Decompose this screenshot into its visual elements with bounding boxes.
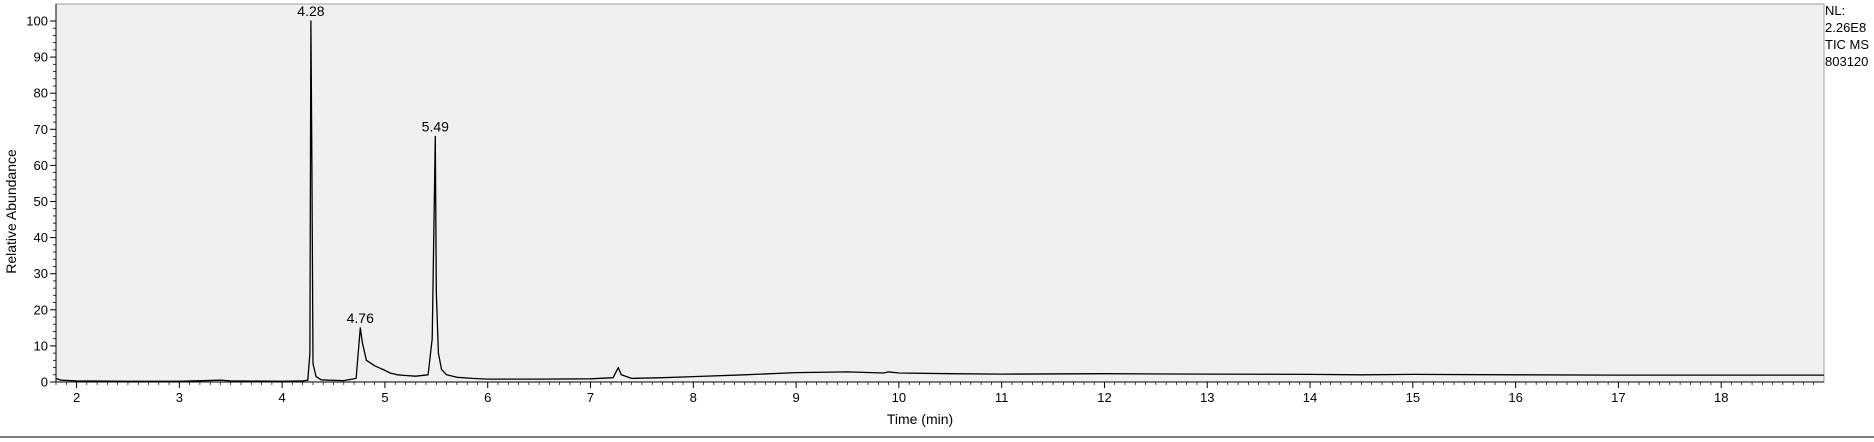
x-tick-label-11: 11 [995, 390, 1009, 405]
info-line-1: 2.26E8 [1825, 20, 1866, 35]
x-tick-label-12: 12 [1097, 390, 1111, 405]
info-line-2: TIC MS [1825, 37, 1869, 52]
x-tick-label-6: 6 [484, 390, 491, 405]
y-tick-label-100: 100 [26, 14, 48, 29]
y-tick-label-90: 90 [34, 50, 48, 65]
y-tick-label-30: 30 [34, 266, 48, 281]
x-axis-title: Time (min) [887, 411, 953, 427]
peak-label-4.28: 4.28 [297, 3, 324, 19]
y-axis-title: Relative Abundance [3, 149, 19, 274]
y-tick-label-0: 0 [41, 375, 48, 390]
series-line-0 [55, 20, 1824, 382]
x-tick-label-5: 5 [381, 390, 388, 405]
labels: Time (min) Relative Abundance 4.28 4.76 5.49… [3, 3, 1869, 427]
trace-layer [55, 20, 1824, 382]
y-tick-label-20: 20 [34, 302, 48, 317]
y-tick-label-10: 10 [34, 338, 48, 353]
peak-label-4.76: 4.76 [347, 310, 374, 326]
axes: 0 10 20 30 40 50 60 70 80 90 100 2 3 4 5 6 7 8 9 10 11 12 13 14… [26, 4, 1824, 405]
x-tick-label-17: 17 [1611, 390, 1625, 405]
x-tick-label-4: 4 [279, 390, 286, 405]
x-tick-label-15: 15 [1406, 390, 1420, 405]
peak-label-5.49: 5.49 [422, 119, 449, 135]
x-tick-label-10: 10 [892, 390, 906, 405]
x-tick-label-9: 9 [792, 390, 799, 405]
info-line-0: NL: [1825, 3, 1845, 18]
x-tick-label-14: 14 [1303, 390, 1317, 405]
y-tick-label-70: 70 [34, 122, 48, 137]
x-tick-label-2: 2 [73, 390, 80, 405]
x-tick-label-8: 8 [690, 390, 697, 405]
bottom-divider [0, 436, 1874, 438]
y-tick-label-40: 40 [34, 230, 48, 245]
y-tick-label-60: 60 [34, 158, 48, 173]
y-tick-label-80: 80 [34, 86, 48, 101]
x-tick-label-16: 16 [1508, 390, 1522, 405]
info-line-3: 803120 [1825, 54, 1868, 69]
x-tick-label-18: 18 [1714, 390, 1728, 405]
y-tick-label-50: 50 [34, 194, 48, 209]
x-tick-label-3: 3 [176, 390, 183, 405]
plot-area [55, 3, 1825, 383]
x-tick-label-7: 7 [587, 390, 594, 405]
x-tick-label-13: 13 [1200, 390, 1214, 405]
